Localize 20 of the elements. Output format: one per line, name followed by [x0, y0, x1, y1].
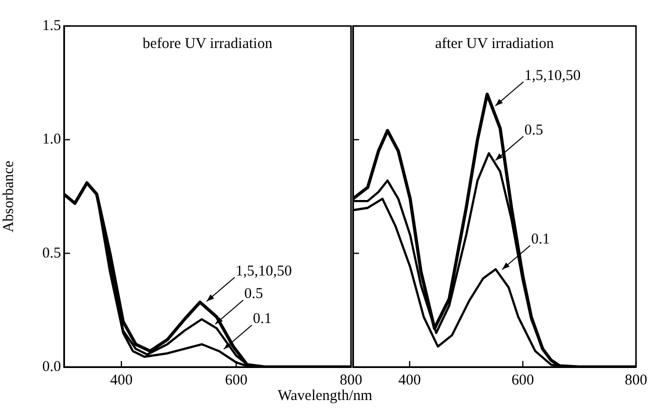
x-tick-label: 800 [624, 372, 648, 388]
x-axis-title: Wavelength/nm [278, 388, 372, 405]
annotation: 0.5 [244, 286, 263, 302]
y-tick-label: 0.0 [42, 358, 61, 375]
y-tick-label: 1.0 [42, 132, 61, 148]
y-tick-label: 0.5 [42, 245, 61, 262]
annotation: 0.1 [252, 311, 272, 328]
x-tick-label: 400 [110, 372, 133, 388]
annotation: 0.1 [531, 232, 550, 248]
x-tick-label: 400 [398, 372, 421, 388]
annotation: 1,5,10,50 [236, 263, 292, 280]
text: before UV irradiation [142, 36, 273, 52]
y-tick-label: 1.5 [42, 18, 61, 34]
x-tick-label: 600 [224, 372, 248, 388]
x-tick-label: 800 [340, 372, 362, 388]
y-axis-title: Absorbance [0, 160, 17, 232]
annotation: 0.5 [524, 122, 544, 138]
text: after UV irradiation [435, 36, 554, 52]
x-tick-label: 600 [512, 372, 534, 388]
annotation: 1,5,10,50 [524, 68, 581, 84]
